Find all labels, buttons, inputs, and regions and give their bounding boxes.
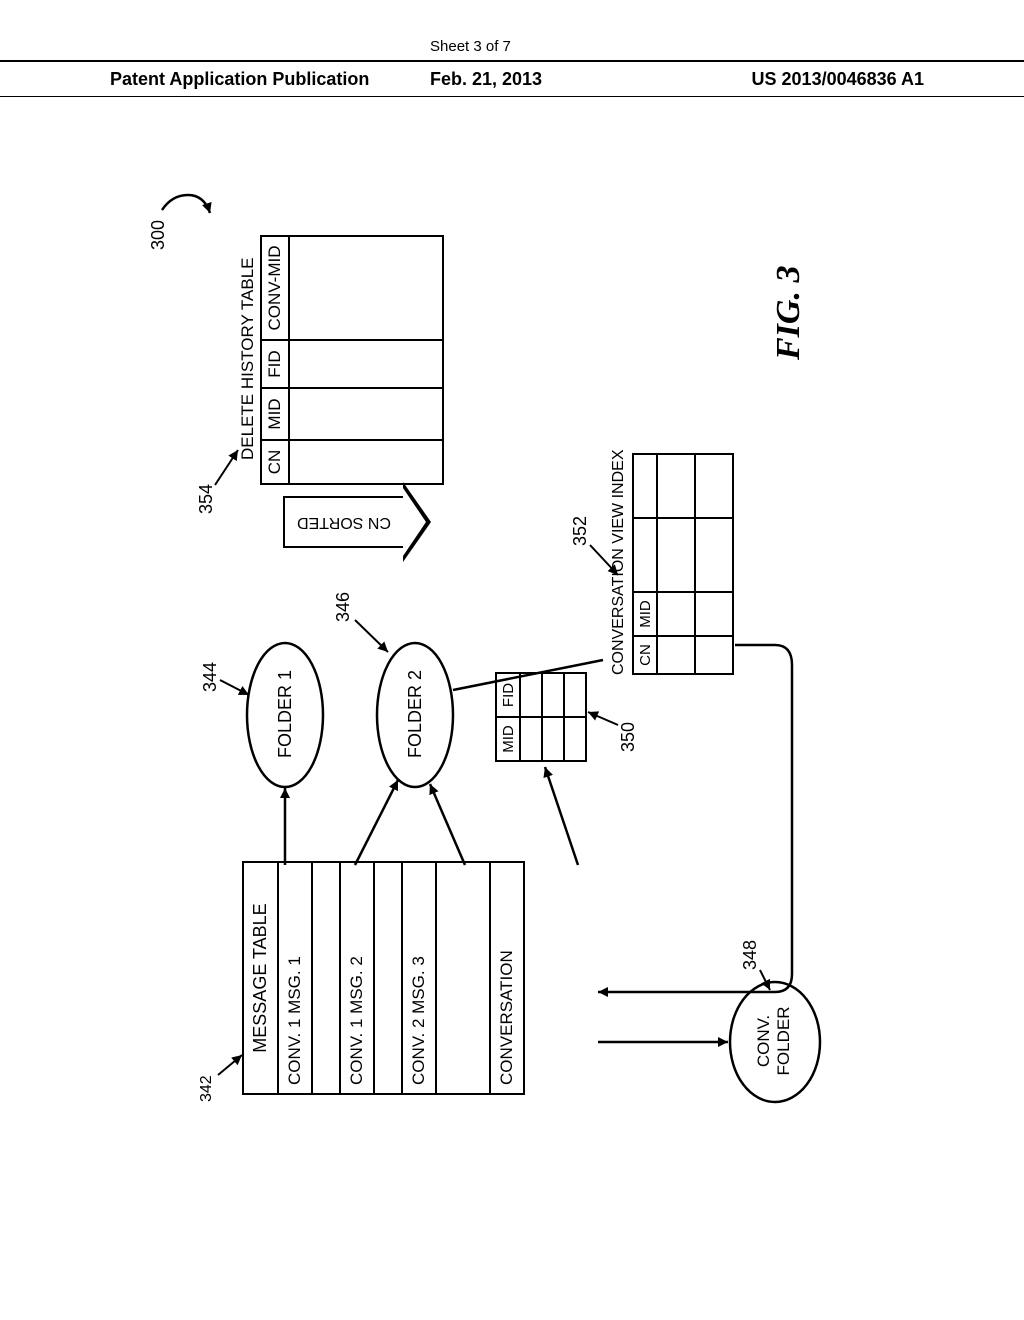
ref-354: 354: [196, 484, 217, 514]
ref-342: 342: [198, 1075, 216, 1102]
table-row: [313, 863, 341, 1093]
mid-fid-table: MID FID: [495, 672, 587, 762]
ref-346: 346: [333, 592, 354, 622]
figure-viewport: 300 342 MESSAGE TABLE CONV. 1 MSG. 1 CON…: [120, 160, 910, 1150]
dht-convmid: CONV-MID: [261, 236, 289, 340]
conv-view-title: CONVERSATION VIEW INDEX: [610, 449, 628, 675]
figure-canvas: 300 342 MESSAGE TABLE CONV. 1 MSG. 1 CON…: [120, 160, 910, 1150]
delete-history-title: DELETE HISTORY TABLE: [238, 257, 258, 460]
table-row: CONV. 1 MSG. 1: [279, 863, 313, 1093]
figure-label: FIG. 3: [770, 266, 808, 360]
publication-date: Feb. 21, 2013: [430, 69, 542, 90]
dht-fid: FID: [261, 340, 289, 388]
page: Sheet 3 of 7 Patent Application Publicat…: [0, 0, 1024, 1320]
folder1-label: FOLDER 1: [275, 670, 296, 758]
publication-label: Patent Application Publication: [110, 69, 369, 90]
conv-folder-text: CONV. FOLDER: [754, 1007, 793, 1076]
table-row: [437, 863, 491, 1093]
cn-col: CN: [633, 636, 657, 674]
ref-348: 348: [740, 940, 761, 970]
delete-history-table: CN MID FID CONV-MID: [260, 235, 444, 485]
table-row: CONV. 2 MSG. 3: [403, 863, 437, 1093]
ref-300: 300: [148, 220, 169, 250]
folder2-label: FOLDER 2: [405, 670, 426, 758]
fid-col: FID: [496, 673, 520, 717]
mid-col: MID: [496, 717, 520, 761]
header-bar: Patent Application Publication Feb. 21, …: [0, 60, 1024, 97]
message-table: MESSAGE TABLE CONV. 1 MSG. 1 CONV. 1 MSG…: [242, 861, 525, 1095]
table-row: [375, 863, 403, 1093]
sheet-info: Sheet 3 of 7: [430, 38, 511, 55]
dht-cn: CN: [261, 440, 289, 484]
ref-344: 344: [200, 662, 221, 692]
table-row: CONV. 1 MSG. 2: [341, 863, 375, 1093]
mid-col: MID: [633, 592, 657, 636]
ref-350: 350: [618, 722, 639, 752]
conv-view-index-table: CN MID: [632, 453, 734, 675]
message-table-title: MESSAGE TABLE: [244, 863, 279, 1093]
conversation-row: CONVERSATION: [491, 863, 523, 1093]
document-number: US 2013/0046836 A1: [752, 69, 924, 90]
conv-folder-label: CONV. FOLDER: [754, 1006, 793, 1076]
cn-sorted-arrow: CN SORTED: [283, 496, 431, 548]
cn-sorted-label: CN SORTED: [297, 513, 391, 531]
dht-mid: MID: [261, 388, 289, 440]
ref-352: 352: [570, 516, 591, 546]
